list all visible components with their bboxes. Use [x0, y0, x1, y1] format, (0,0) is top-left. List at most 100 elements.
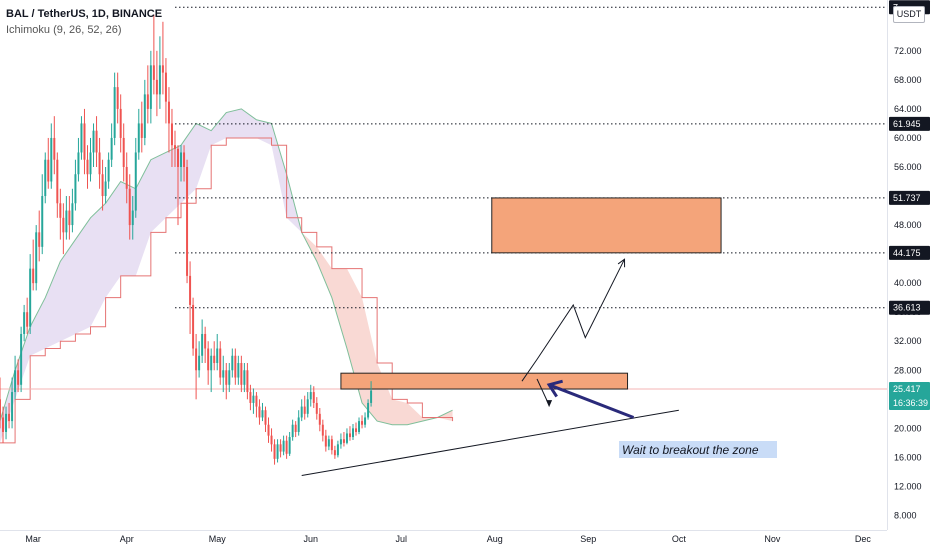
candle-body	[192, 304, 195, 349]
candle-body	[273, 444, 276, 459]
candle-body	[41, 196, 44, 247]
candle-body	[306, 399, 309, 414]
price-level-label: 36.613	[893, 303, 921, 313]
target-zone-1[interactable]	[491, 197, 722, 254]
candle-body	[321, 424, 324, 436]
price-tick-label: 8.000	[894, 510, 917, 520]
candle-body	[0, 399, 1, 418]
bar-countdown-label: 16:36:39	[893, 398, 928, 408]
candle-body	[270, 435, 273, 445]
support-trendline[interactable]	[301, 409, 679, 477]
symbol-title: BAL / TetherUS, 1D, BINANCE	[6, 8, 163, 20]
candle-body	[140, 123, 143, 138]
candle-body	[44, 159, 47, 197]
candle-body	[101, 174, 104, 197]
candle-body	[20, 333, 23, 385]
price-tick-label: 40.000	[894, 278, 922, 288]
candle-body	[8, 413, 11, 422]
price-level-tag	[889, 190, 930, 205]
target-zone-2[interactable]	[340, 372, 629, 390]
candle-body	[26, 312, 29, 327]
candle-body	[339, 439, 342, 445]
time-tick-label: Apr	[120, 534, 134, 544]
candle-body	[361, 421, 364, 425]
candle-body	[173, 145, 176, 149]
price-scale[interactable]	[887, 0, 932, 550]
price-tick-label: 20.000	[894, 423, 922, 433]
candle-body	[2, 417, 5, 432]
candle-body	[264, 410, 267, 425]
price-tick-label: 64.000	[894, 104, 922, 114]
candle-body	[207, 348, 210, 371]
candle-body	[122, 137, 125, 167]
candle-body	[240, 363, 243, 385]
candle-body	[17, 370, 20, 385]
candle-body	[345, 433, 348, 443]
time-tick-label: Mar	[25, 534, 41, 544]
candle-body	[152, 65, 155, 80]
candle-body	[228, 370, 231, 385]
candle-body	[189, 275, 192, 305]
price-level-label: 61.945	[893, 119, 921, 129]
candle-body	[80, 123, 83, 153]
candle-body	[327, 439, 330, 447]
currency-button[interactable]: USDT	[893, 6, 925, 23]
candle-body	[38, 232, 41, 247]
candle-body	[131, 210, 134, 226]
candle-body	[180, 152, 183, 167]
candle-body	[231, 355, 234, 371]
candle-body	[5, 413, 8, 432]
indicator-label: Ichimoku (9, 26, 52, 26)	[6, 24, 122, 36]
price-tick-label: 48.000	[894, 220, 922, 230]
candle-body	[279, 444, 282, 452]
candle-body	[77, 152, 80, 175]
candle-body	[170, 123, 173, 146]
projection-arrowhead	[617, 258, 626, 268]
candle-body	[125, 166, 128, 189]
current-price-label: 25.417	[893, 384, 921, 394]
price-tick-label: 68.000	[894, 75, 922, 85]
candle-body	[348, 433, 351, 438]
price-level-tag	[889, 300, 930, 315]
candle-body	[312, 392, 315, 403]
candle-body	[330, 439, 333, 451]
candle-body	[86, 159, 89, 175]
candle-body	[309, 392, 312, 400]
candle-body	[107, 159, 110, 182]
candle-body	[234, 355, 237, 378]
candle-body	[237, 363, 240, 378]
time-tick-label: Aug	[487, 534, 503, 544]
price-tick-label: 32.000	[894, 336, 922, 346]
candle-body	[11, 392, 14, 422]
projection-path[interactable]	[521, 258, 625, 382]
candle-body	[222, 370, 225, 378]
candle-body	[216, 348, 219, 364]
price-level-tag	[889, 245, 930, 260]
candle-body	[315, 402, 318, 414]
candle-body	[355, 428, 358, 432]
candle-body	[324, 435, 327, 447]
candle-body	[177, 148, 180, 167]
candle-body	[370, 390, 373, 403]
candle-body	[29, 268, 32, 327]
candle-body	[137, 123, 140, 153]
candle-body	[143, 94, 146, 138]
candle-body	[95, 130, 98, 153]
candle-body	[249, 392, 252, 403]
time-tick-label: May	[209, 534, 227, 544]
candle-body	[98, 152, 101, 175]
projection-dip-arrowhead	[546, 400, 553, 408]
candle-body	[246, 370, 249, 393]
candle-body	[155, 79, 158, 95]
price-level-label: 51.737	[893, 193, 921, 203]
candle-body	[134, 152, 137, 211]
candle-body	[367, 402, 370, 418]
price-tick-label: 72.000	[894, 46, 922, 56]
candle-body	[59, 203, 62, 218]
note-box[interactable]	[619, 441, 777, 458]
candle-body	[204, 333, 207, 349]
candle-body	[285, 440, 288, 454]
candle-body	[146, 94, 149, 109]
